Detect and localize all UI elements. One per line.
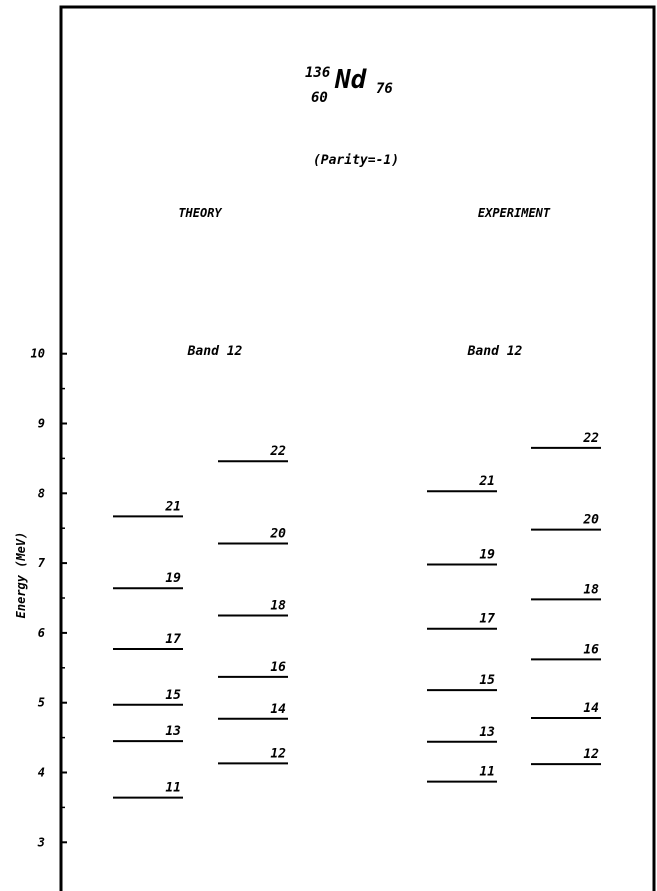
y-axis-ticks: 3 4 5 6 7 8 9 10 [31, 347, 67, 849]
spin-label: 22 [582, 431, 599, 446]
y-axis-label: Energy (MeV) [14, 532, 28, 619]
spin-label: 15 [479, 673, 495, 688]
spin-label: 18 [270, 598, 286, 613]
spin-label: 13 [165, 724, 181, 739]
energy-levels: 11 13 15 17 19 21 12 14 16 18 20 22 11 13 15 17 19 21 12 14… [113, 431, 601, 799]
title-proton-number: 60 [311, 90, 328, 106]
spin-label: 20 [269, 527, 286, 542]
spin-label: 12 [583, 747, 599, 762]
title-element: Nd [334, 65, 368, 95]
title-mass-number: 136 [305, 65, 330, 81]
spin-label: 20 [582, 513, 599, 528]
parity-label: (Parity=-1) [313, 153, 399, 168]
spin-label: 19 [479, 547, 495, 562]
spin-label: 19 [165, 571, 181, 586]
spin-label: 12 [270, 746, 286, 761]
tick-label: 10 [31, 347, 45, 361]
tick-label: 8 [38, 486, 45, 500]
spin-label: 22 [269, 444, 286, 459]
spin-label: 14 [583, 701, 599, 716]
plot-frame [59, 5, 656, 891]
spin-label: 21 [164, 499, 181, 514]
spin-label: 18 [583, 582, 599, 597]
tick-label: 6 [38, 626, 45, 640]
tick-label: 4 [38, 766, 45, 780]
spin-label: 21 [478, 474, 495, 489]
experiment-band-label: Band 12 [467, 344, 523, 359]
tick-label: 5 [38, 696, 45, 710]
experiment-header: EXPERIMENT [478, 206, 551, 220]
spin-label: 16 [583, 642, 599, 657]
theory-band-label: Band 12 [187, 344, 243, 359]
spin-label: 15 [165, 688, 181, 703]
spin-label: 17 [165, 632, 181, 647]
spin-label: 14 [270, 702, 286, 717]
spin-label: 13 [479, 725, 495, 740]
title-neutron-number: 76 [376, 81, 393, 97]
spin-label: 11 [479, 765, 495, 780]
tick-label: 9 [38, 417, 45, 431]
tick-label: 7 [38, 556, 46, 570]
spin-label: 11 [165, 781, 181, 796]
tick-label: 3 [37, 835, 45, 849]
spin-label: 16 [270, 660, 286, 675]
theory-header: THEORY [178, 206, 222, 220]
spin-label: 17 [479, 612, 495, 627]
